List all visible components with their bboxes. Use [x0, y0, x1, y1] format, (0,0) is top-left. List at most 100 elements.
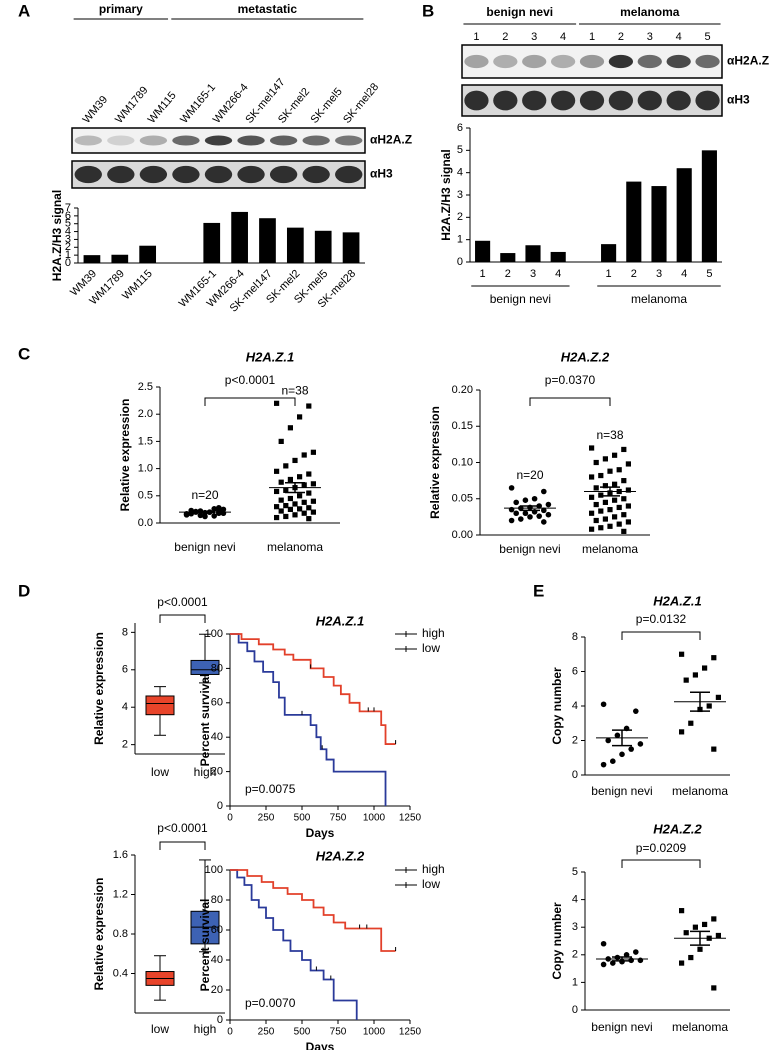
data-point [598, 472, 604, 479]
legend-label: high [422, 862, 445, 876]
data-point [216, 508, 222, 514]
group-label: metastatic [238, 2, 298, 16]
y-tick-label: 0.00 [452, 529, 473, 541]
bar [83, 255, 101, 263]
data-point [600, 961, 607, 968]
x-tick-label: 4 [555, 268, 561, 280]
data-point [283, 513, 289, 520]
data-point [616, 467, 622, 473]
data-point [278, 497, 284, 503]
data-point [287, 476, 293, 483]
data-point [283, 463, 289, 469]
blot-band [302, 165, 330, 184]
y-tick-label: 0.0 [138, 517, 153, 529]
data-point [612, 452, 618, 458]
survival-curve [230, 869, 396, 952]
x-tick-label: 0 [227, 1027, 233, 1038]
significance-bracket [159, 841, 206, 850]
blot-band [237, 135, 265, 146]
blot-band [579, 90, 605, 111]
data-point [522, 497, 529, 504]
bar [601, 244, 617, 262]
data-point [625, 487, 631, 493]
x-tick-label: 500 [294, 813, 311, 824]
group-label: benign nevi [490, 292, 551, 306]
data-point [621, 478, 627, 484]
data-point [598, 525, 604, 531]
blot-band [172, 135, 200, 146]
blot-band [464, 54, 489, 69]
y-tick-label: 6 [122, 664, 128, 676]
data-point [616, 521, 622, 527]
y-tick-label: 0 [457, 256, 463, 268]
y-tick-label: 4 [457, 167, 463, 179]
p-value: p=0.0370 [545, 373, 596, 387]
error-bar [690, 691, 710, 712]
panel-letter: C [18, 344, 30, 363]
bar [651, 186, 667, 262]
legend-label: low [422, 877, 440, 891]
data-point [602, 456, 608, 462]
data-point [715, 932, 721, 939]
legend-label: high [422, 626, 445, 640]
lane-label: 2 [618, 31, 624, 43]
y-tick-label: 60 [211, 697, 223, 709]
y-tick-label: 100 [205, 628, 223, 640]
bar [203, 222, 221, 263]
blot-band [608, 54, 634, 69]
significance-bracket [621, 631, 701, 640]
x-tick-label: 500 [294, 1027, 311, 1038]
lane-label: WM39 [81, 94, 111, 126]
data-point [292, 512, 298, 518]
data-point [679, 729, 685, 735]
data-point [306, 471, 312, 477]
y-tick-label: 1.5 [138, 435, 153, 447]
error-bar [612, 956, 632, 962]
blot-band [522, 90, 547, 111]
lane-label: WM115 [146, 90, 179, 126]
blot-band [204, 165, 233, 184]
data-point [692, 672, 698, 678]
data-point [287, 506, 293, 512]
y-tick-label: 3 [457, 189, 463, 201]
y-tick-label: 40 [211, 954, 223, 966]
y-axis-label: Copy number [550, 667, 564, 745]
x-tick-label: 3 [656, 268, 662, 280]
y-tick-label: 0.10 [452, 456, 473, 468]
y-tick-label: 0.8 [113, 928, 128, 940]
chart-title: H2A.Z.1 [316, 613, 364, 628]
chart-title: H2A.Z.2 [561, 349, 610, 364]
data-point [600, 940, 607, 947]
data-point [297, 474, 303, 480]
data-point [508, 506, 515, 513]
n-annotation: n=38 [281, 383, 308, 397]
blot-band [493, 90, 518, 111]
data-point [637, 957, 644, 964]
x-tick-label: benign nevi [499, 542, 560, 556]
x-tick-label: 0 [227, 813, 233, 824]
data-point [625, 503, 631, 509]
data-point [679, 651, 685, 657]
blot-band [204, 135, 233, 146]
data-point [711, 655, 717, 661]
x-tick-label: 750 [330, 813, 347, 824]
data-point [306, 490, 312, 496]
bar [139, 245, 157, 263]
x-tick-label: 1000 [363, 813, 386, 824]
data-point [310, 449, 316, 455]
bar [676, 168, 692, 262]
data-point [600, 761, 607, 768]
data-point [593, 485, 599, 491]
blot-band [237, 165, 265, 184]
data-point [633, 949, 639, 955]
bar [286, 227, 304, 263]
y-tick-label: 0 [65, 257, 71, 269]
x-tick-label: low [151, 765, 169, 779]
data-point [541, 488, 547, 495]
blot-band [522, 54, 547, 69]
data-point [527, 514, 533, 520]
blot-frame [461, 44, 723, 79]
data-point [679, 960, 685, 966]
blot-band [695, 90, 720, 111]
significance-bracket [159, 614, 206, 623]
